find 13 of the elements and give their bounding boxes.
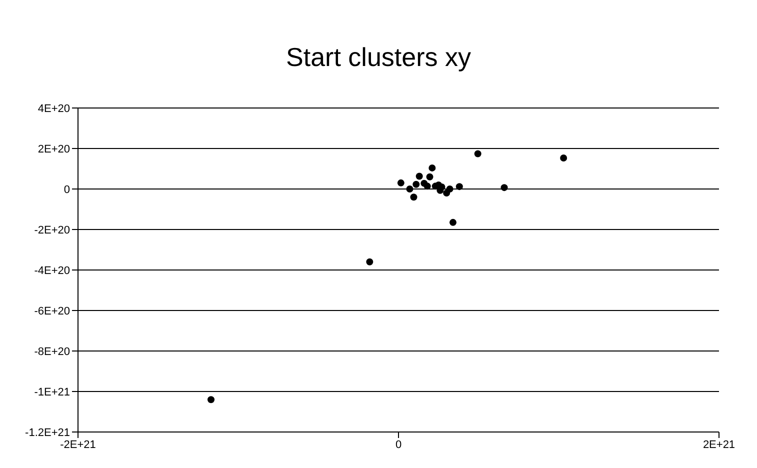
- y-tick-label: 0: [64, 184, 70, 196]
- x-tick-label: 0: [395, 438, 402, 451]
- y-tick-label: -1.2E+21: [25, 426, 70, 439]
- x-tick-label: 2E+21: [702, 438, 736, 451]
- x-tick-label: -2E+21: [60, 438, 96, 451]
- y-tick-label: -2E+20: [34, 224, 70, 236]
- chart-title: Start clusters xy: [285, 41, 472, 74]
- y-tick-label: -6E+20: [34, 305, 70, 318]
- y-tick-label: -8E+20: [34, 346, 70, 358]
- y-tick-label: 2E+20: [38, 143, 70, 156]
- y-tick-label: -1E+21: [34, 386, 70, 398]
- y-tick-label: -4E+20: [34, 264, 70, 277]
- y-tick-label: 4E+20: [38, 102, 70, 115]
